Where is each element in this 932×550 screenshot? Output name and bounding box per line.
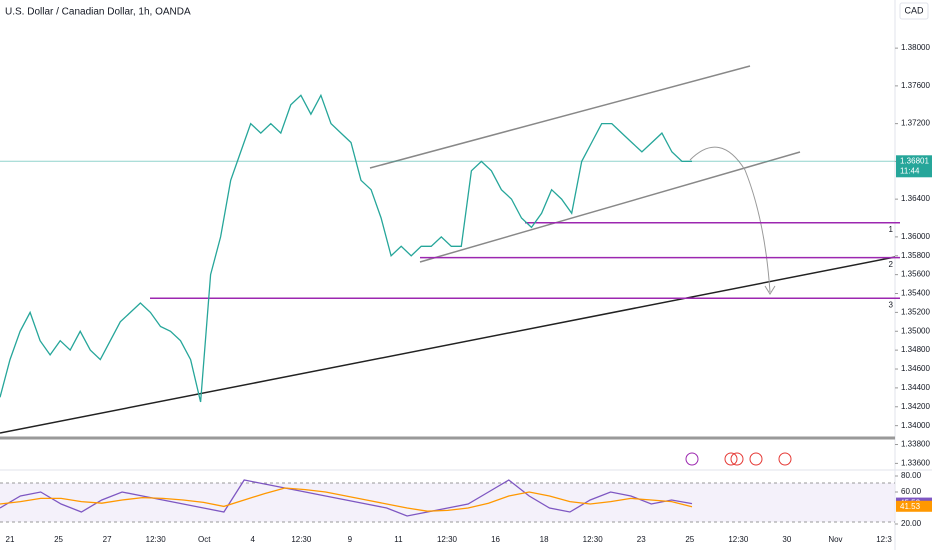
x-tick-label: 25 xyxy=(54,535,63,544)
x-tick-label: 18 xyxy=(540,535,549,544)
y-tick-label: 1.34400 xyxy=(901,383,930,392)
y-tick-label: 1.35800 xyxy=(901,251,930,260)
countdown: 11:44 xyxy=(900,166,920,175)
y-tick-label: 1.34000 xyxy=(901,421,930,430)
x-tick-label: 12:30 xyxy=(437,535,458,544)
x-tick-label: 12:30 xyxy=(146,535,167,544)
y-tick-label: 80.00 xyxy=(901,471,922,480)
y-tick-label: 1.33800 xyxy=(901,440,930,449)
line xyxy=(0,93,693,403)
rsi-band xyxy=(0,483,895,522)
event-icons xyxy=(685,452,792,466)
arrow-head xyxy=(764,285,776,295)
x-tick-label: Oct xyxy=(198,535,211,544)
y-tick-label: 1.34200 xyxy=(901,402,930,411)
x-tick-label: 25 xyxy=(685,535,694,544)
y-tick-label: 1.35600 xyxy=(901,270,930,279)
x-tick-label: Nov xyxy=(828,535,842,544)
currency: CAD xyxy=(904,5,924,15)
y-tick-label: 1.35000 xyxy=(901,326,930,335)
x-tick-label: 12:30 xyxy=(583,535,604,544)
value-badge-label: 41.53 xyxy=(900,502,921,511)
x-tick-label: 11 xyxy=(394,535,403,544)
y-tick-label: 1.35400 xyxy=(901,289,930,298)
x-tick-label: 9 xyxy=(348,535,353,544)
channel-lower xyxy=(419,151,801,263)
x-tick-label: 12:30 xyxy=(728,535,749,544)
chart-title: U.S. Dollar / Canadian Dollar, 1h, OANDA xyxy=(5,7,191,18)
y-tick-label: 1.34600 xyxy=(901,364,930,373)
y-tick-label: 1.36000 xyxy=(901,232,930,241)
x-tick-label: 16 xyxy=(491,535,500,544)
x-tick-label: 21 xyxy=(6,535,15,544)
event-icon xyxy=(749,452,763,466)
y-tick-label: 1.33600 xyxy=(901,459,930,468)
event-icon xyxy=(778,452,792,466)
projection-arrow xyxy=(689,146,771,293)
value-badge-label: 1.36801 xyxy=(900,156,929,165)
event-icon xyxy=(685,452,699,466)
y-tick-label: 1.35200 xyxy=(901,307,930,316)
level-label: 1 xyxy=(889,225,894,234)
y-tick-label: 1.38000 xyxy=(901,43,930,52)
event-icon xyxy=(730,452,744,466)
channel-upper xyxy=(369,65,751,169)
line xyxy=(0,479,693,517)
line xyxy=(0,487,693,512)
x-tick-label: 30 xyxy=(782,535,791,544)
level-label: 3 xyxy=(889,300,894,309)
y-tick-label: 1.37200 xyxy=(901,119,930,128)
y-tick-label: 60.00 xyxy=(901,487,922,496)
value-badge xyxy=(896,155,932,178)
x-tick-label: 27 xyxy=(103,535,112,544)
y-tick-label: 1.34800 xyxy=(901,345,930,354)
y-tick-label: 20.00 xyxy=(901,519,922,528)
currency-box[interactable] xyxy=(899,2,929,20)
x-tick-label: 12:3 xyxy=(876,535,892,544)
value-badge xyxy=(896,500,932,512)
level-label: 2 xyxy=(889,260,894,269)
y-tick-label: 1.36400 xyxy=(901,194,930,203)
trendline xyxy=(0,256,896,434)
y-tick-label: 1.37600 xyxy=(901,81,930,90)
event-icon xyxy=(724,452,738,466)
x-tick-label: 12:30 xyxy=(291,535,312,544)
x-tick-label: 23 xyxy=(637,535,646,544)
x-tick-label: 4 xyxy=(251,535,256,544)
